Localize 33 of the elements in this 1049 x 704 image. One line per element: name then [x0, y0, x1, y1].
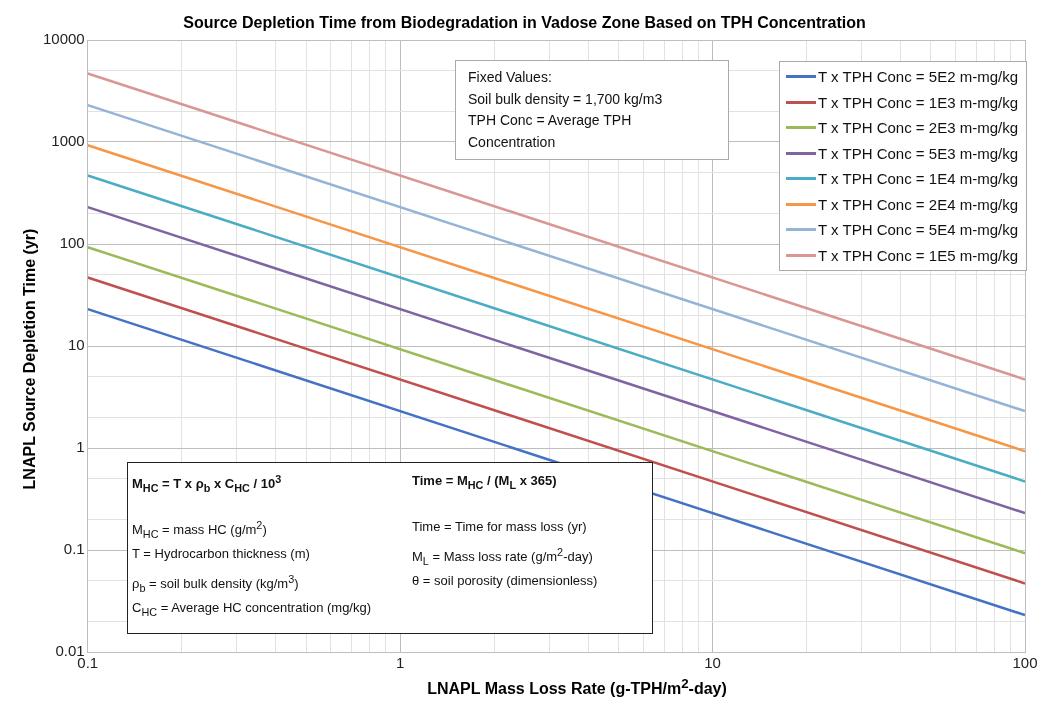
y-tick-label: 10: [68, 336, 85, 354]
annotation: Soil bulk density = 1,700 kg/m3: [468, 89, 664, 109]
annotation: Time = Time for mass loss (yr): [412, 519, 588, 536]
annotation: ρ$_{b}$ = soil bulk density (kg/m$^{3}$): [132, 573, 300, 596]
annotation: Fixed Values:: [468, 68, 553, 87]
annotation: M$_{L}$ = Mass loss rate (g/m$^{2}$-day): [412, 546, 594, 569]
x-tick-label: 10: [704, 654, 721, 672]
y-axis-title: LNAPL Source Depletion Time (yr): [21, 227, 39, 492]
legend-label: T x TPH Conc = 5E2 m-mg/kg: [818, 68, 1018, 86]
x-axis-title: LNAPL Mass Loss Rate (g-TPH/m$^{2}$-day): [426, 676, 728, 699]
annotation: C$_{HC}$ = Average HC concentration (mg/kg): [132, 600, 373, 620]
legend-label: T x TPH Conc = 5E4 m-mg/kg: [818, 221, 1018, 239]
legend-label: T x TPH Conc = 5E3 m-mg/kg: [818, 144, 1018, 162]
annotation: Time = M$_{HC}$ / (M$_{L}$ x 365): [412, 473, 558, 493]
annotation: θ = soil porosity (dimensionless): [412, 573, 599, 590]
y-tick-label: 1: [76, 438, 85, 456]
annotation: T = Hydrocarbon thickness (m): [132, 546, 311, 563]
chart-title: Source Depletion Time from Biodegradation in Vadose Zone Based on TPH Concentration: [182, 14, 867, 32]
legend-label: T x TPH Conc = 2E3 m-mg/kg: [818, 119, 1018, 137]
annotation: Concentration: [468, 132, 557, 152]
annotation: M$_{HC}$ = mass HC (g/m$^{2}$): [132, 519, 268, 542]
y-tick-label: 100: [59, 234, 85, 252]
legend-label: T x TPH Conc = 1E3 m-mg/kg: [818, 93, 1018, 111]
y-tick-label: 1000: [51, 132, 85, 150]
annotation: M$_{HC}$ = T x ρ$_{b}$ x C$_{HC}$ / 10$^{3}$: [132, 473, 283, 496]
legend-label: T x TPH Conc = 2E4 m-mg/kg: [818, 195, 1018, 213]
legend-label: T x TPH Conc = 1E5 m-mg/kg: [818, 246, 1018, 264]
annotation: TPH Conc = Average TPH: [468, 111, 633, 130]
y-tick-label: 0.1: [63, 540, 85, 558]
y-tick-label: 10000: [42, 30, 85, 48]
legend-label: T x TPH Conc = 1E4 m-mg/kg: [818, 170, 1018, 188]
x-tick-label: 1: [395, 654, 405, 672]
x-tick-label: 100: [1012, 654, 1038, 672]
